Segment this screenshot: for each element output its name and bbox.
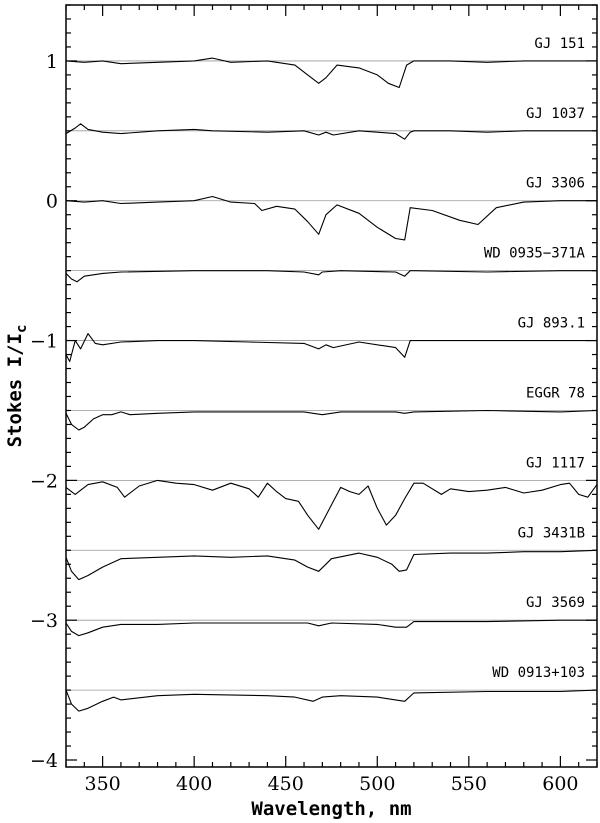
series-label-4: GJ 893.1 — [518, 316, 585, 332]
series-labels: GJ 151 GJ 1037 GJ 3306 WD 0935−371A GJ 893.1… — [484, 36, 586, 681]
baseline-lines — [66, 60, 597, 691]
y-tick-label-0: 1 — [46, 51, 58, 73]
y-axis-title-main: Stokes I/I — [4, 333, 26, 447]
series-line-0 — [65, 57, 597, 89]
series-label-7: GJ 3431B — [518, 525, 585, 541]
x-tick-label-0: 350 — [84, 773, 120, 795]
series-label-1: GJ 1037 — [526, 106, 585, 122]
series-label-9: WD 0913+103 — [492, 665, 585, 681]
x-tick-label-1: 400 — [176, 773, 212, 795]
series-label-2: GJ 3306 — [526, 176, 585, 192]
y-tick-label-1: 0 — [46, 191, 58, 213]
series-label-3: WD 0935−371A — [484, 246, 586, 262]
series-line-3 — [65, 270, 597, 283]
series-label-5: EGGR 78 — [526, 385, 585, 401]
series-line-4 — [65, 333, 597, 363]
x-axis-title: Wavelength, nm — [251, 798, 411, 820]
y-axis-title: Stokes I/Ic — [4, 325, 30, 448]
x-tick-label-4: 550 — [451, 773, 487, 795]
y-tick-label-5: −4 — [30, 750, 58, 772]
series-label-6: GJ 1117 — [526, 455, 585, 471]
x-tick-label-2: 450 — [268, 773, 304, 795]
y-tick-label-2: −1 — [30, 331, 58, 353]
series-line-8 — [65, 619, 597, 637]
x-tick-label-5: 600 — [542, 773, 578, 795]
series-line-1 — [65, 123, 597, 140]
spectra-curves — [65, 57, 598, 712]
tick-labels: 350 400 450 500 550 600 1 0 −1 −2 −3 −4 — [30, 51, 579, 795]
series-label-0: GJ 151 — [534, 36, 585, 52]
series-line-5 — [65, 409, 598, 431]
axis-ticks — [65, 4, 598, 767]
plot-frame — [65, 4, 598, 768]
series-line-6 — [65, 479, 598, 530]
series-line-7 — [65, 549, 598, 581]
x-tick-label-3: 500 — [359, 773, 395, 795]
series-line-2 — [65, 195, 597, 241]
series-label-8: GJ 3569 — [526, 595, 585, 611]
y-tick-label-3: −2 — [30, 470, 58, 492]
y-tick-label-4: −3 — [30, 610, 58, 632]
y-axis-title-subscript: c — [14, 325, 30, 333]
series-line-9 — [65, 689, 598, 712]
